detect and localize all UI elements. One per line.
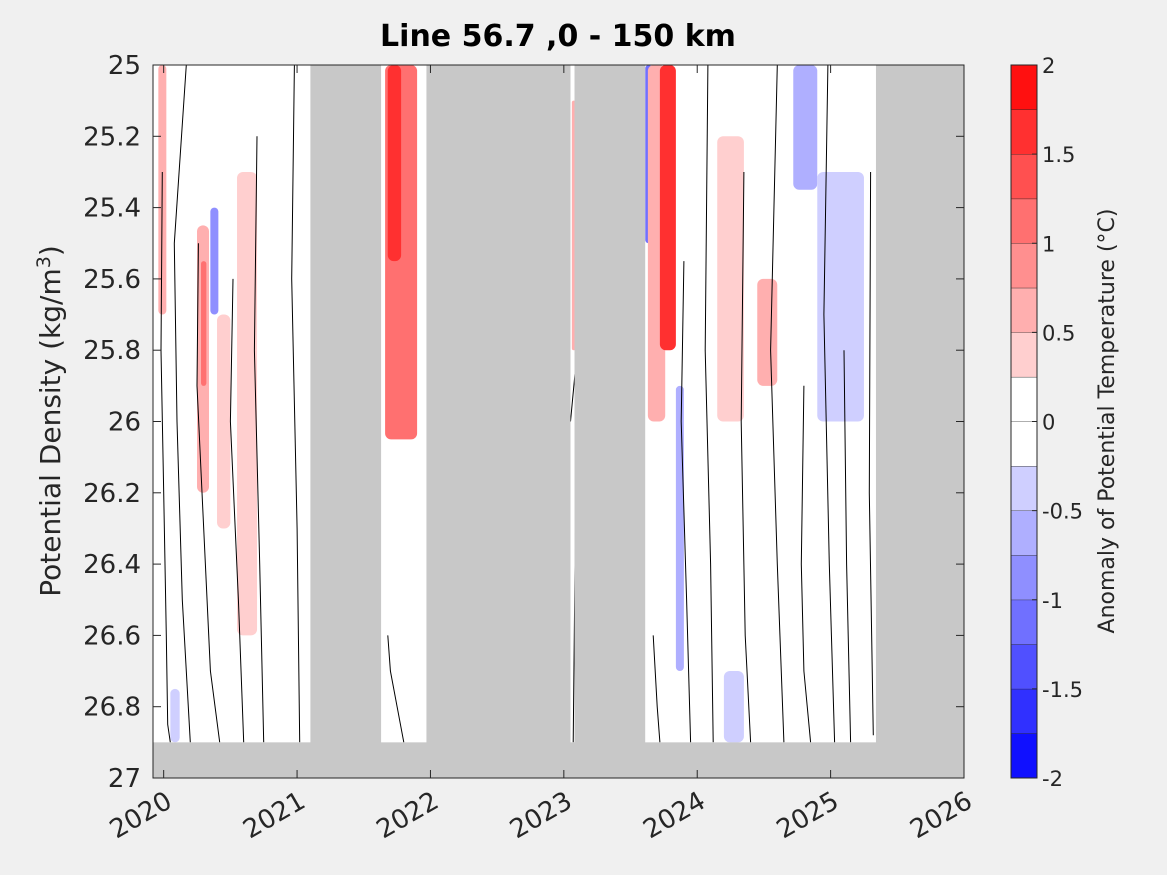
colorbar-band [1011,65,1037,110]
no-data-region [574,65,646,778]
colorbar-tick-label: -0.5 [1042,500,1083,524]
anomaly-patch [210,207,219,315]
colorbar-band [1011,599,1037,645]
plot-area: 25 25.2 25.4 25.6 25.8 26 26.2 26.4 26.6 26.8 27 2… [83,51,977,845]
y-tick-label: 25.4 [83,194,141,224]
x-tick-label: 2024 [638,786,710,845]
colorbar: -2 -1.5 -1 -0.5 0 0.5 1 1.5 2 Anomaly of Potenti… [1010,54,1120,791]
contour-line [823,65,836,743]
anomaly-patch [237,171,258,636]
anomaly-patches [158,65,864,743]
colorbar-band [1011,421,1037,467]
colorbar-label: Anomaly of Potential Temperature (°C) [1095,209,1120,634]
anomaly-patch [717,136,744,422]
colorbar-band [1011,644,1037,689]
contour-line [229,278,245,743]
y-tick-label: 26.2 [83,479,141,509]
colorbar-tick-label: -1.5 [1042,678,1083,702]
colorbar-tick-label: 1 [1042,232,1055,256]
y-tick-label: 26.8 [83,693,141,723]
colorbar-band [1011,466,1037,511]
colorbar-ticks: -2 -1.5 -1 -0.5 0 0.5 1 1.5 2 [1032,54,1083,791]
contour-line [291,65,301,743]
anomaly-patch [757,278,778,386]
x-tick-label: 2021 [238,786,310,845]
anomaly-patch [675,385,684,672]
x-tick-label: 2025 [772,786,844,845]
colorbar-band [1011,243,1037,288]
no-data-region [310,65,382,778]
colorbar-band [1011,688,1037,734]
contour-lines [160,65,874,743]
contour-line [843,350,852,743]
no-data-regions [153,65,964,778]
colorbar-tick-label: -1 [1042,589,1063,613]
contour-line [652,635,661,743]
no-data-region [153,742,964,778]
contour-line [800,385,812,743]
y-tick-label: 26 [108,408,141,438]
anomaly-patch [217,314,231,529]
x-tick-label: 2020 [105,786,177,845]
colorbar-band [1011,733,1037,778]
anomaly-patch [793,65,818,190]
colorbar-tick-label: 2 [1042,54,1055,78]
colorbar-band [1011,154,1037,199]
anomaly-patch [659,65,676,351]
no-data-region [875,65,964,778]
no-data-region [426,65,571,778]
y-tick-label: 27 [108,764,141,794]
contour-line [173,65,191,743]
colorbar-tick-label: 1.5 [1042,143,1075,167]
y-tick-label: 25.8 [83,336,141,366]
colorbar-band [1011,332,1037,377]
contour-line [770,65,785,743]
y-axis-label: Potential Density (kg/m3) [33,245,67,597]
colorbar-tick-label: 0 [1042,411,1055,435]
y-tick-label: 25 [108,51,141,81]
colorbar-band [1011,376,1037,422]
chart-title: Line 56.7 ,0 - 150 km [380,19,736,54]
y-axis: 25 25.2 25.4 25.6 25.8 26 26.2 26.4 26.6 26.8 27 [83,51,964,794]
contour-line [740,171,752,743]
anomaly-patch [387,65,402,262]
contour-line [868,171,874,736]
colorbar-tick-label: -2 [1042,767,1063,791]
contour-line [704,65,714,743]
contour-line [160,171,171,743]
y-tick-label: 26.4 [83,550,141,580]
anomaly-patch [817,171,864,422]
contour-line [196,243,221,743]
y-tick-label: 25.2 [83,122,141,152]
contour-line [680,261,692,743]
colorbar-band [1011,109,1037,155]
y-tick-label: 25.6 [83,265,141,295]
contour-line [253,136,265,743]
anomaly-patch [201,261,207,386]
colorbar-tick-label: 0.5 [1042,321,1075,345]
x-tick-label: 2022 [372,786,444,845]
anomaly-patch [170,688,180,743]
x-tick-label: 2023 [505,786,577,845]
colorbar-band [1011,287,1037,333]
colorbar-bands [1011,64,1037,778]
anomaly-patch [723,671,744,743]
colorbar-band [1011,198,1037,244]
colorbar-band [1011,510,1037,556]
colorbar-band [1011,555,1037,600]
contour-line [387,635,405,743]
x-tick-label: 2026 [905,786,977,845]
y-tick-label: 26.6 [83,621,141,651]
